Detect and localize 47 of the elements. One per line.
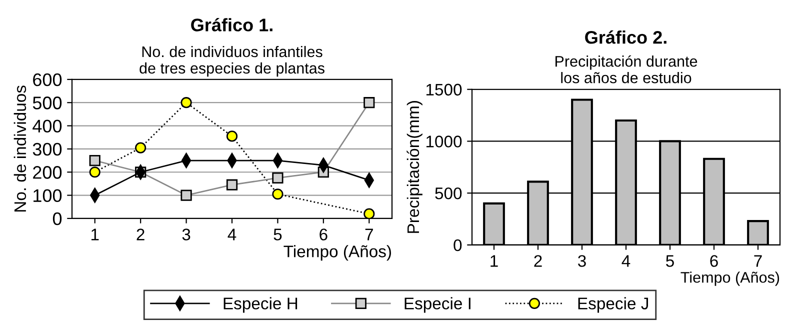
- legend-label: Especie H: [224, 297, 298, 313]
- x-tick-label: 7: [365, 228, 373, 240]
- point: [272, 188, 284, 200]
- point: [364, 208, 375, 218]
- x-tick-label: 3: [578, 255, 586, 267]
- y-tick-label: 600: [33, 73, 62, 86]
- x-tick-label: 7: [754, 255, 762, 267]
- legend-label: Especie J: [578, 297, 648, 313]
- chart-title: Gráfico 1.: [191, 18, 272, 32]
- x-tick-label: 4: [228, 228, 236, 240]
- point: [272, 172, 284, 184]
- y-tick-label: 400: [32, 120, 62, 132]
- x-tick-label: 1: [490, 255, 498, 267]
- x-tick-label: 2: [136, 228, 144, 240]
- y-tick-label: 200: [33, 166, 62, 179]
- legend-label: Especie I: [404, 297, 470, 313]
- y-tick-label: 0: [52, 212, 62, 226]
- point: [89, 166, 100, 178]
- chart-subtitle: Precipitación durante los años de estudio: [555, 55, 698, 84]
- point: [180, 97, 192, 108]
- point: [226, 179, 238, 190]
- chart-subtitle: No. de individuos infantiles de tres especies de plantas: [140, 46, 324, 77]
- x-tick-label: 2: [534, 255, 542, 267]
- y-tick-label: 500: [32, 96, 62, 110]
- x-tick-label: 5: [274, 228, 282, 240]
- point: [89, 154, 100, 166]
- x-tick-label: 6: [320, 228, 328, 240]
- y-axis-title: Precipitación(mm): [406, 101, 422, 233]
- x-tick-label: 1: [91, 228, 99, 240]
- y-axis-title: No. de individuos: [14, 86, 26, 212]
- y-tick-label: 100: [34, 189, 62, 202]
- chart-title: Gráfico 2.: [585, 30, 666, 44]
- y-tick-label: 500: [435, 187, 462, 200]
- point: [135, 142, 146, 154]
- x-tick-label: 3: [182, 228, 190, 240]
- y-tick-label: 1000: [426, 136, 462, 148]
- x-tick-label: 5: [666, 255, 674, 267]
- x-tick-label: 6: [710, 255, 718, 267]
- y-tick-label: 0: [454, 239, 462, 252]
- x-axis-title: Tiempo (Años): [680, 272, 780, 286]
- y-tick-label: 1500: [426, 84, 462, 96]
- point: [180, 190, 192, 201]
- y-tick-label: 300: [32, 142, 62, 156]
- point: [364, 97, 375, 108]
- point: [226, 130, 238, 142]
- x-axis-title: Tiempo (Años): [284, 245, 391, 261]
- x-tick-label: 4: [622, 255, 630, 267]
